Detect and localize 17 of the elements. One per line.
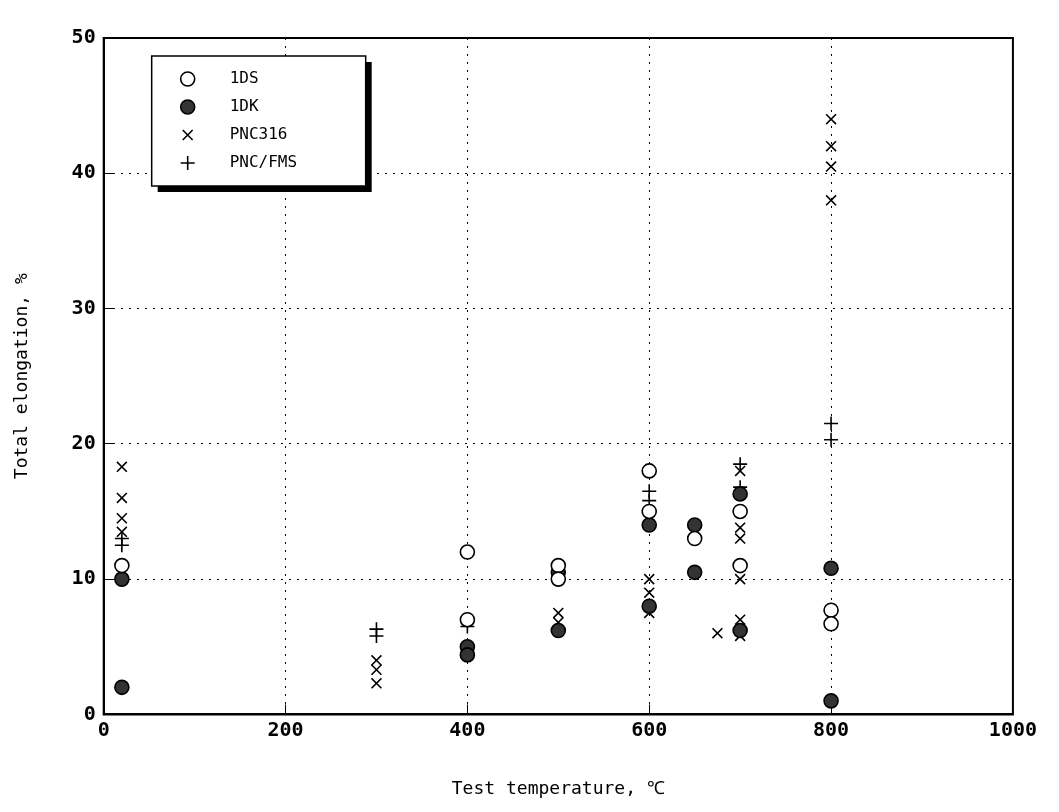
- y-tick-label: 30: [71, 294, 96, 319]
- y-axis-title: Total elongation, %: [10, 273, 32, 480]
- legend-label: 1DS: [229, 68, 259, 88]
- x-axis-title: Test temperature, ℃: [451, 776, 665, 798]
- y-tick-label: 20: [71, 430, 96, 455]
- y-tick-label: 40: [71, 159, 96, 184]
- y-tick-label: 50: [71, 24, 96, 49]
- x-tick-label: 1000: [988, 716, 1037, 741]
- x-tick-label: 600: [631, 716, 668, 741]
- y-tick-label: 0: [83, 700, 96, 725]
- y-tick-label: 10: [71, 565, 96, 590]
- x-tick-label: 800: [813, 716, 850, 741]
- legend-label: PNC316: [229, 124, 288, 144]
- legend-label: PNC/FMS: [229, 152, 298, 172]
- x-tick-label: 400: [449, 716, 486, 741]
- x-tick-label: 200: [267, 716, 304, 741]
- legend-label: 1DK: [229, 96, 259, 116]
